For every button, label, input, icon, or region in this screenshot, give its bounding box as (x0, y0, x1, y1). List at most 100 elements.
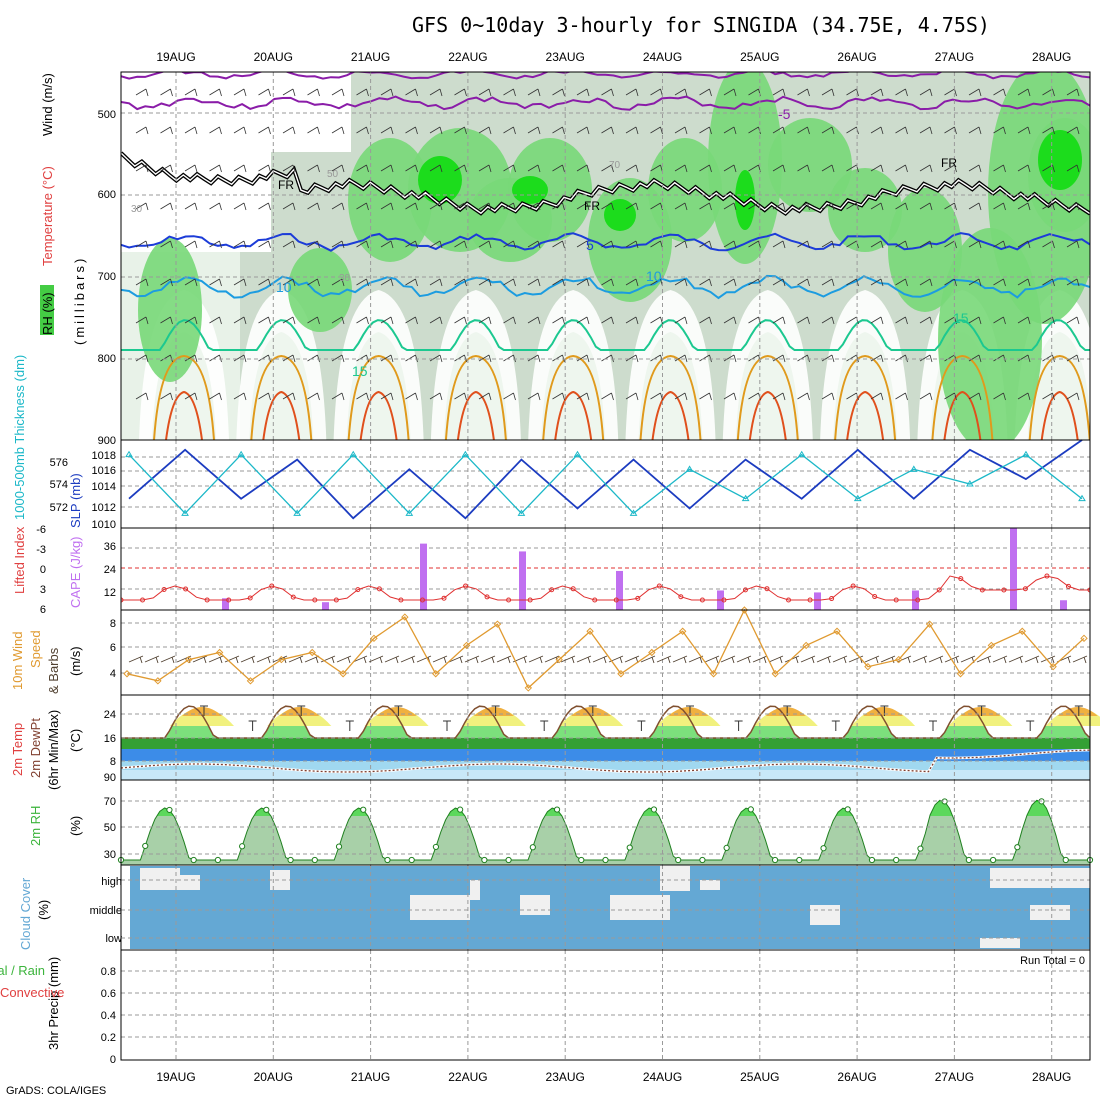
surface-wind-barb (704, 655, 720, 664)
wind-barb (429, 202, 443, 211)
lifted-index-marker (121, 597, 124, 603)
lifted-index-marker (592, 597, 598, 603)
wind-barb (699, 316, 712, 325)
lifted-index-marker (635, 595, 641, 601)
wind-barb (1092, 89, 1100, 96)
lifted-index-marker (1022, 586, 1028, 592)
wind-speed-marker (864, 662, 872, 671)
rh-marker (457, 806, 464, 813)
surface-wind-barb (672, 655, 688, 664)
rh-band-moist (708, 72, 782, 264)
wind-barb (895, 240, 908, 249)
ylabel-temp-units: (°C) (68, 729, 83, 752)
wind-barb (772, 88, 786, 97)
cloud-clear-patch (520, 895, 550, 915)
slp-thickness-panel: 576 574 572 1018 1016 1014 1012 1010 100… (12, 355, 1091, 531)
wind-barb (552, 278, 565, 287)
date-label-top-21AUG: 21AUG (351, 50, 390, 64)
wind-barb (331, 240, 345, 249)
wind-barb (307, 88, 320, 97)
wind-barb (233, 392, 247, 401)
cape-tick-36: 36 (104, 541, 116, 553)
lifted-index-marker (484, 594, 490, 600)
wind-barb (895, 88, 908, 97)
wind-speed-marker (308, 648, 316, 657)
precip-tick-0.4: 0.4 (101, 1010, 116, 1022)
wind-barb (1092, 279, 1100, 286)
wind-barb (307, 392, 320, 401)
wind-barb (625, 316, 639, 325)
wind-barb (380, 202, 394, 211)
wind-speed-marker (339, 670, 347, 678)
wind-barb (576, 202, 590, 211)
contour-20 (250, 354, 313, 440)
cloud-cover-bars (130, 866, 1090, 949)
wind-barb (527, 202, 541, 211)
wind-barb (919, 392, 933, 401)
contour-25 (846, 390, 885, 440)
wind-barb (429, 354, 443, 363)
wind-barb (625, 278, 639, 287)
rh-marker (384, 856, 391, 864)
ylabel-cloud-cover: Cloud Cover (18, 877, 33, 950)
wind-barb (625, 392, 639, 401)
thickness-tick-576: 576 (50, 457, 68, 469)
contour-15 (121, 319, 1090, 351)
lifted-index-marker (699, 597, 705, 603)
lifted-index-marker (312, 597, 318, 603)
temp-minmax-whisker (977, 705, 986, 716)
wind-barb (135, 392, 149, 401)
ylabel-convective: Convective (0, 985, 64, 1000)
wind-barb (282, 88, 296, 97)
wind-speed-marker (462, 641, 471, 650)
wind-barb (356, 240, 369, 249)
wind-barb (1017, 88, 1031, 97)
lifted-index-marker (850, 583, 856, 589)
date-label-bottom-24AUG: 24AUG (643, 1070, 682, 1084)
wind-barb (723, 88, 737, 97)
contour-label-10-b: 10 (646, 268, 662, 284)
contour-25 (359, 390, 398, 440)
wind-barb (1042, 164, 1055, 173)
ytick-500: 500 (98, 109, 116, 121)
wind-barb (576, 316, 590, 325)
wind-barb (625, 164, 639, 173)
wind-barb (1066, 126, 1080, 135)
temp-yticks: 24 16 8 90 (104, 709, 116, 784)
wind-panel: 8 6 4 10m Wind Speed & Barbs (m/s) (10, 606, 1091, 696)
wind-barb (1066, 392, 1080, 401)
date-label-bottom-25AUG: 25AUG (740, 1070, 779, 1084)
lifted-index-marker (506, 597, 512, 603)
wind-barb (209, 202, 222, 211)
surface-wind-barb (656, 655, 672, 664)
wind-barb (968, 88, 982, 97)
rh-band-moist (288, 248, 352, 332)
wind-barb (968, 392, 982, 401)
thickness-marker (573, 450, 582, 458)
temp-band (121, 738, 1090, 749)
surface-wind-barb (800, 655, 816, 664)
rh-marker (432, 843, 440, 851)
wind-barb (160, 202, 173, 211)
surface-wind-barb (256, 655, 272, 664)
wind-barb (454, 202, 467, 211)
cape-bar-22AUG (519, 551, 526, 610)
wind-barb (674, 240, 688, 249)
wind-barb (405, 392, 418, 401)
cloud-clear-patch (470, 880, 480, 900)
slp-tick-1014: 1014 (92, 481, 116, 493)
thickness-marker (853, 494, 862, 502)
date-label-bottom-23AUG: 23AUG (546, 1070, 585, 1084)
surface-wind-barb (464, 655, 480, 664)
lifted-index-marker (829, 596, 835, 602)
wind-barb (821, 278, 835, 287)
li-tick-3: 3 (40, 584, 46, 596)
ytick-600: 600 (98, 189, 116, 201)
wind-barb (919, 240, 933, 249)
wind-barb (429, 126, 443, 135)
wind-barb (552, 88, 565, 97)
wind-barb (576, 354, 590, 363)
wind-barb (1042, 278, 1055, 287)
cape-tick-12: 12 (104, 587, 116, 599)
wind-barb (919, 164, 933, 173)
